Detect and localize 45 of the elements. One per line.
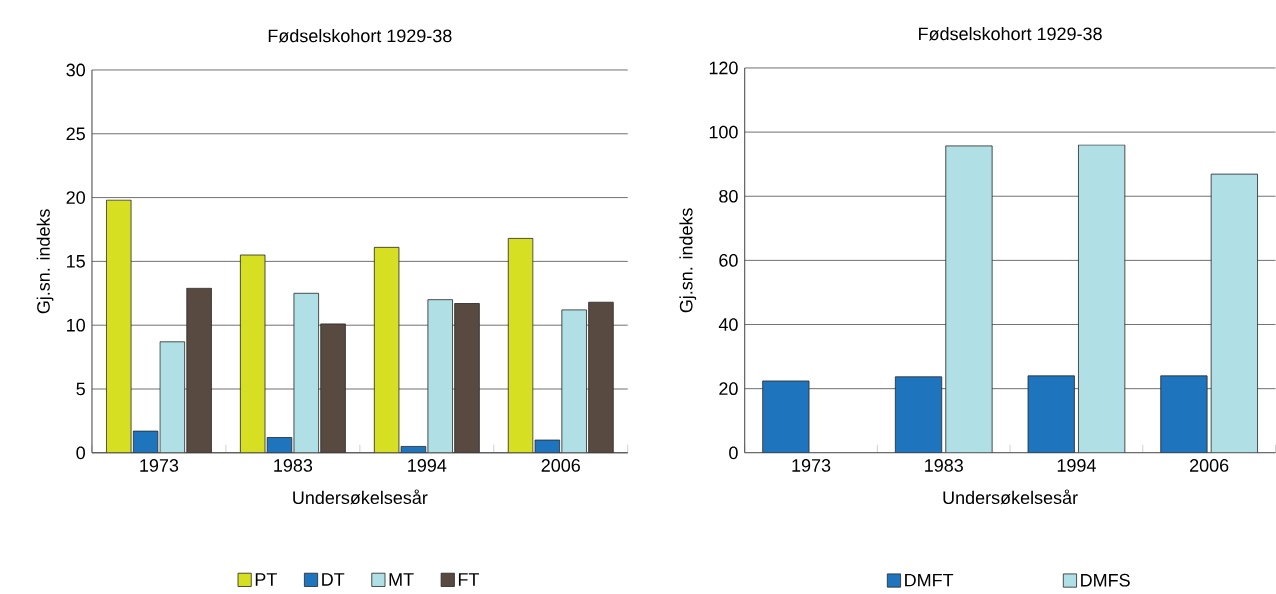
y-tick-label: 20: [66, 191, 85, 204]
legend-label: DMFT: [905, 573, 954, 587]
bar: [1078, 144, 1126, 453]
y-tick-label: 120: [709, 61, 738, 75]
y-tick-label: 30: [66, 63, 85, 77]
x-tick-label: 1983: [274, 458, 313, 472]
y-tick-label: 20: [719, 382, 738, 395]
x-tick-label: 1994: [1057, 458, 1096, 472]
bar: [1160, 375, 1208, 453]
y-tick-label: 0: [729, 446, 738, 459]
x-tick-label: 1983: [925, 458, 963, 472]
y-axis-title: Gj.sn. indeks: [36, 209, 54, 314]
x-tick-label: 2006: [1190, 458, 1229, 472]
bar: [945, 145, 993, 453]
x-tick-label: 2006: [541, 458, 580, 472]
y-tick-label: 10: [67, 318, 85, 332]
y-tick-label: 25: [66, 127, 85, 140]
bar: [894, 376, 943, 453]
bar: [159, 341, 186, 453]
bar: [561, 309, 587, 453]
bar: [1210, 173, 1258, 453]
x-tick-label: 1973: [792, 458, 831, 472]
bar: [427, 299, 453, 453]
x-tick-label: 1973: [140, 458, 179, 472]
chart-title: Fødselskohort 1929-38: [268, 28, 452, 43]
x-tick-label: 1994: [408, 458, 447, 472]
bar: [762, 380, 810, 453]
y-tick-label: 40: [718, 317, 738, 331]
y-tick-label: 5: [76, 382, 85, 396]
legend-label: DT: [322, 573, 345, 586]
legend-label: PT: [255, 573, 277, 586]
y-tick-label: 0: [76, 446, 85, 459]
legend-label: FT: [458, 573, 480, 586]
y-tick-label: 60: [719, 253, 738, 267]
bar: [1027, 375, 1075, 453]
y-axis-title: Gj.sn. indeks: [679, 208, 697, 313]
y-tick-label: 80: [719, 189, 738, 203]
y-tick-label: 100: [709, 125, 738, 139]
y-tick-label: 15: [67, 254, 85, 268]
legend-label: MT: [389, 573, 414, 586]
legend-label: DMFS: [1081, 573, 1130, 587]
chart-title: Fødselskohort 1929-38: [919, 26, 1102, 41]
x-axis-title: Undersøkelsesår: [293, 489, 428, 505]
x-axis-title: Undersøkelsesår: [943, 489, 1078, 505]
bar: [293, 292, 319, 453]
